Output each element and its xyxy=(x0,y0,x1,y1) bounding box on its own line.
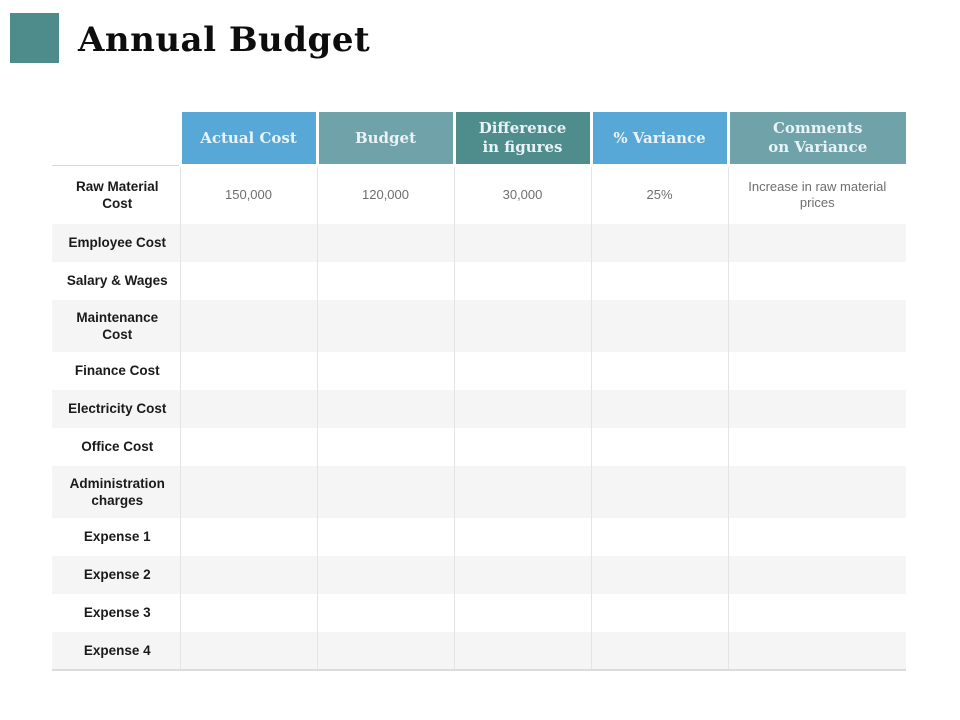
row-label: Raw Material Cost xyxy=(52,165,180,224)
row-label: Expense 2 xyxy=(52,555,180,594)
data-cell xyxy=(316,299,454,352)
data-cell xyxy=(590,299,728,352)
data-cell xyxy=(453,593,591,632)
row-label: Salary & Wages xyxy=(66,273,168,288)
table-row: Salary & Wages xyxy=(52,261,906,300)
data-cell xyxy=(179,555,317,594)
data-cell xyxy=(727,555,906,594)
table-row: Electricity Cost xyxy=(52,389,906,428)
data-cell xyxy=(316,555,454,594)
data-cell xyxy=(453,465,591,518)
slide-title: Annual Budget xyxy=(78,20,371,60)
data-cell xyxy=(727,427,906,466)
table-row: Expense 2 xyxy=(52,555,906,594)
data-cell xyxy=(179,261,317,300)
data-cell xyxy=(590,465,728,518)
row-label: Electricity Cost xyxy=(52,389,180,428)
data-cell: 25% xyxy=(590,165,728,224)
data-cell xyxy=(179,517,317,556)
table-row: Raw Material Cost 150,000 120,000 30,000 25%… xyxy=(52,165,906,224)
row-label: Expense 3 xyxy=(83,605,151,620)
table-row: Maintenance Cost xyxy=(52,299,906,352)
data-cell xyxy=(727,593,906,632)
column-header: Difference in figures xyxy=(452,112,591,167)
row-label: Employee Cost xyxy=(52,223,180,262)
data-cell xyxy=(453,631,591,671)
corner-cell xyxy=(52,112,180,166)
data-cell xyxy=(590,427,728,466)
column-header: Comments on Variance xyxy=(726,112,906,167)
header-row: Actual Cost Budget Difference in figures% … xyxy=(52,112,906,167)
data-cell xyxy=(727,261,906,300)
data-cell: Increase in raw material prices xyxy=(727,165,906,224)
data-cell xyxy=(316,427,454,466)
table-body: Raw Material Cost 150,000 120,000 30,000 25%… xyxy=(52,165,906,671)
column-header: % Variance xyxy=(589,112,728,167)
data-cell xyxy=(316,593,454,632)
data-cell xyxy=(590,261,728,300)
table-row: Administration charges xyxy=(52,465,906,518)
data-cell xyxy=(316,465,454,518)
data-cell xyxy=(590,389,728,428)
row-label: Finance Cost xyxy=(74,363,160,378)
data-cell xyxy=(727,465,906,518)
data-cell xyxy=(179,593,317,632)
data-cell: 30,000 xyxy=(453,165,591,224)
row-label: Expense 1 xyxy=(83,529,151,544)
data-cell xyxy=(179,299,317,352)
data-cell xyxy=(590,517,728,556)
data-cell xyxy=(453,389,591,428)
data-cell xyxy=(453,517,591,556)
column-header: Budget xyxy=(315,112,454,167)
table-row: Office Cost xyxy=(52,427,906,466)
data-cell xyxy=(727,299,906,352)
data-cell xyxy=(179,223,317,262)
row-label: Administration charges xyxy=(52,465,180,518)
data-cell xyxy=(453,351,591,390)
table-row: Expense 3 xyxy=(52,593,906,632)
table-row: Expense 1 xyxy=(52,517,906,556)
data-cell xyxy=(316,261,454,300)
row-label: Maintenance Cost xyxy=(52,299,180,352)
row-label: Office Cost xyxy=(81,439,154,454)
data-cell xyxy=(727,389,906,428)
row-label: Expense 4 xyxy=(52,631,180,671)
budget-table: Actual Cost Budget Difference in figures% … xyxy=(52,112,906,671)
table-row: Employee Cost xyxy=(52,223,906,262)
data-cell xyxy=(179,427,317,466)
data-cell: 120,000 xyxy=(316,165,454,224)
data-cell xyxy=(316,351,454,390)
data-cell xyxy=(727,517,906,556)
data-cell xyxy=(590,593,728,632)
data-cell xyxy=(316,631,454,671)
data-cell xyxy=(453,299,591,352)
data-cell xyxy=(179,389,317,428)
data-cell xyxy=(316,223,454,262)
data-cell xyxy=(727,223,906,262)
table-row: Expense 4 xyxy=(52,631,906,671)
data-cell xyxy=(727,631,906,671)
data-cell: 150,000 xyxy=(179,165,317,224)
data-cell xyxy=(179,351,317,390)
data-cell xyxy=(179,631,317,671)
data-cell xyxy=(453,223,591,262)
data-cell xyxy=(590,555,728,594)
data-cell xyxy=(727,351,906,390)
data-cell xyxy=(453,555,591,594)
data-cell xyxy=(316,389,454,428)
data-cell xyxy=(590,351,728,390)
data-cell xyxy=(453,427,591,466)
data-cell xyxy=(179,465,317,518)
data-cell xyxy=(590,631,728,671)
data-cell xyxy=(316,517,454,556)
table-row: Finance Cost xyxy=(52,351,906,390)
accent-square xyxy=(10,13,59,63)
column-header: Actual Cost xyxy=(178,112,317,167)
data-cell xyxy=(590,223,728,262)
data-cell xyxy=(453,261,591,300)
